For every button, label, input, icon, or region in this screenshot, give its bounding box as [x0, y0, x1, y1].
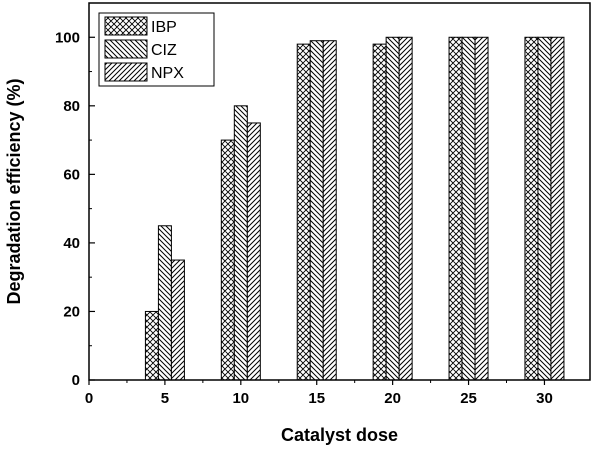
- legend-label-ciz: CIZ: [151, 42, 177, 59]
- bar-npx: [170, 259, 185, 381]
- bar-ciz: [537, 36, 552, 381]
- bar-ibp: [524, 36, 539, 381]
- legend-swatch-ibp: [104, 16, 148, 36]
- ticks-layer: 0 20 40 60 80 100 0 5 10 15 20 25 30: [55, 29, 553, 407]
- bar-ciz: [157, 225, 172, 381]
- x-tick-label: 5: [161, 390, 169, 407]
- y-tick-label: 20: [63, 303, 80, 320]
- bar-ibp: [448, 36, 463, 381]
- bar-ibp: [372, 43, 387, 381]
- legend-label-npx: NPX: [151, 65, 184, 82]
- x-tick-label: 0: [85, 390, 93, 407]
- x-tick-label: 10: [232, 390, 249, 407]
- x-axis-title: Catalyst dose: [281, 425, 398, 445]
- bar-ciz: [385, 36, 400, 381]
- y-tick-label: 80: [63, 98, 80, 115]
- x-tick-label: 30: [536, 390, 553, 407]
- y-tick-label: 60: [63, 166, 80, 183]
- bar-npx: [474, 36, 489, 381]
- y-tick-label: 40: [63, 235, 80, 252]
- bar-npx: [398, 36, 413, 381]
- bar-npx: [550, 36, 565, 381]
- legend: IBP CIZ NPX: [98, 12, 215, 87]
- legend-label-ibp: IBP: [151, 19, 177, 36]
- x-tick-label: 15: [308, 390, 325, 407]
- legend-swatch-ciz: [104, 39, 148, 59]
- bar-npx: [322, 40, 337, 381]
- x-tick-label: 20: [384, 390, 401, 407]
- x-tick-label: 25: [460, 390, 477, 407]
- y-tick-label: 100: [55, 29, 80, 46]
- legend-swatch-npx: [104, 62, 148, 82]
- y-axis-title: Degradation efficiency (%): [4, 78, 24, 304]
- bar-ibp: [144, 310, 159, 381]
- bar-ciz: [461, 36, 476, 381]
- y-tick-label: 0: [72, 372, 80, 389]
- bar-npx: [246, 122, 261, 381]
- bar-ciz: [309, 40, 324, 381]
- plot-frame: [88, 2, 591, 381]
- bar-ibp: [220, 139, 235, 381]
- bar-ibp: [296, 43, 311, 381]
- bar-ciz: [233, 105, 248, 381]
- bars-layer: [144, 36, 565, 381]
